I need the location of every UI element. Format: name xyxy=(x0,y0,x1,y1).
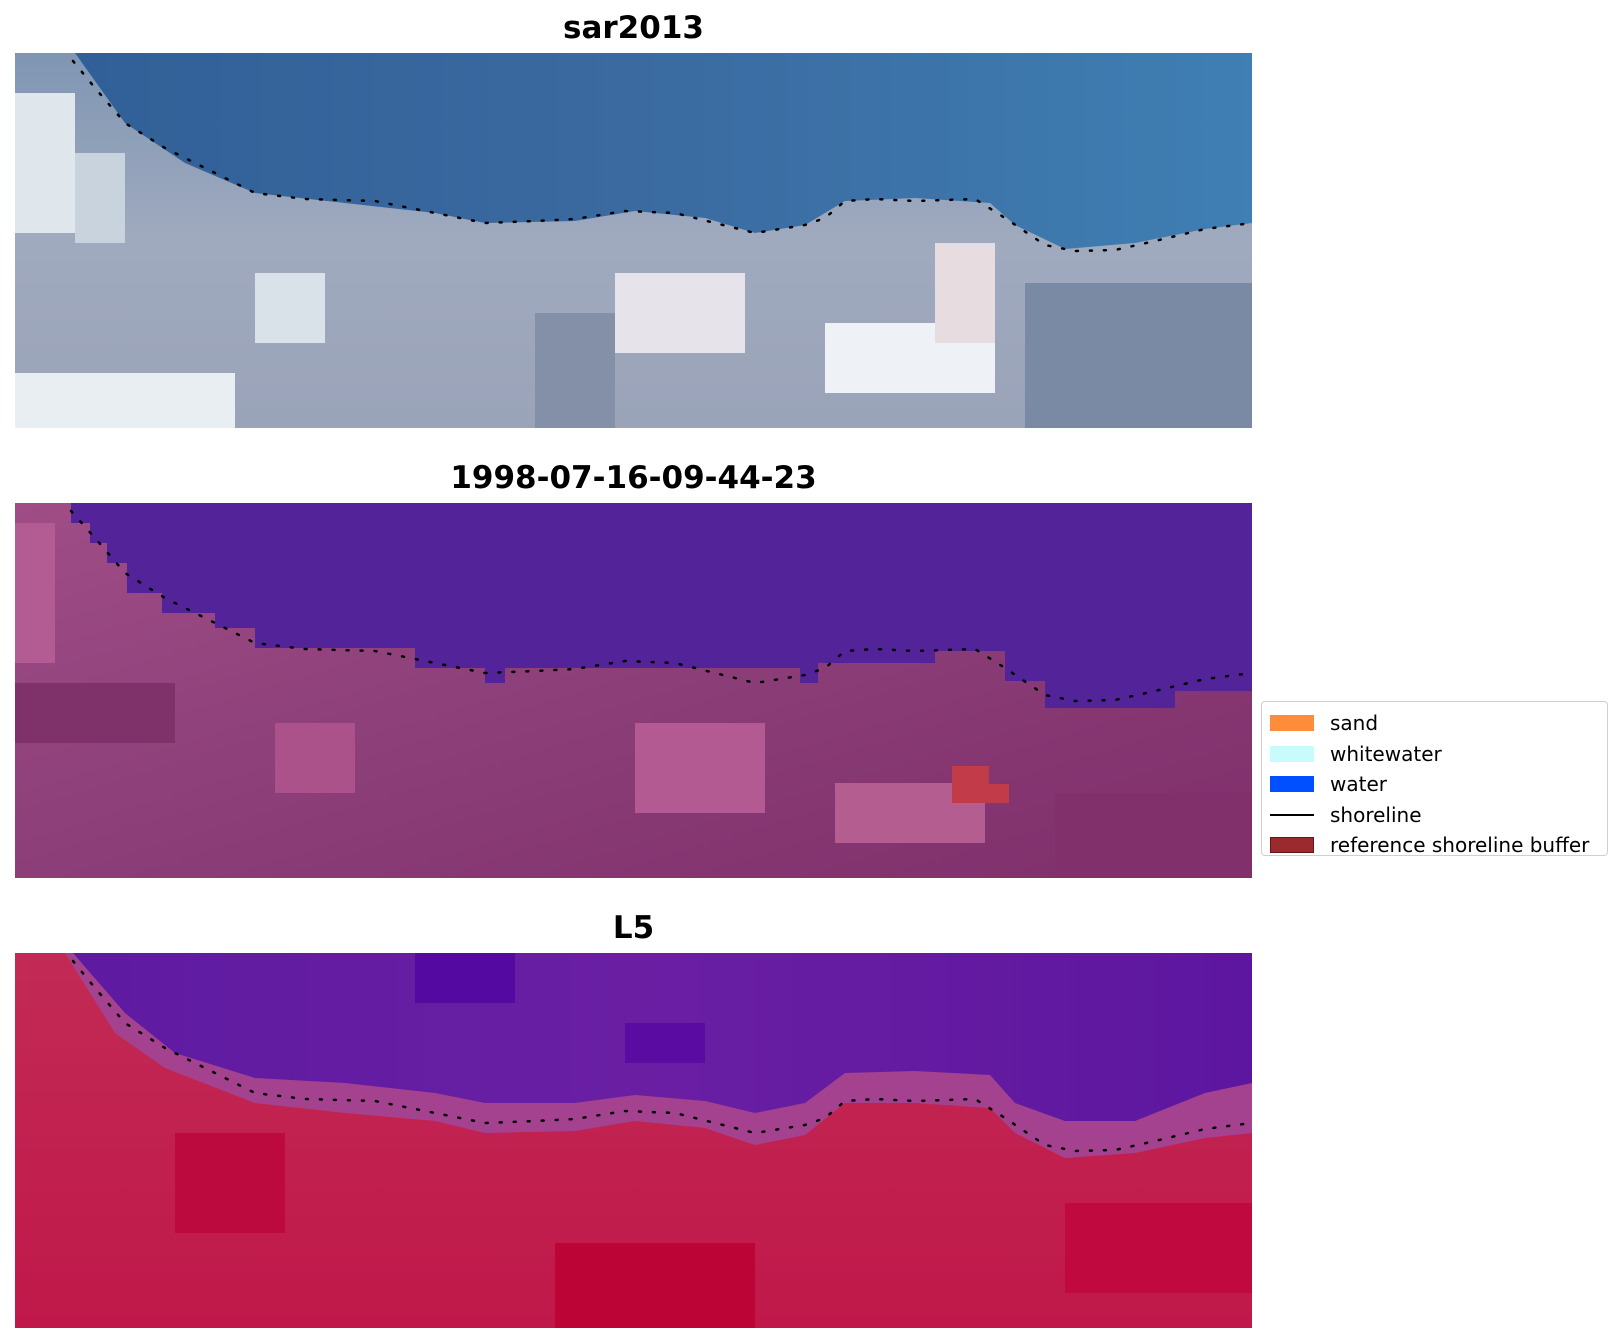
bright-patch xyxy=(15,93,75,233)
legend-entry-reference-buffer: reference shoreline buffer xyxy=(1270,830,1599,861)
bright-patch xyxy=(935,243,995,343)
bright-patch xyxy=(255,273,325,343)
bright-patch xyxy=(75,153,125,243)
legend-entry-water: water xyxy=(1270,769,1599,800)
legend-entry-whitewater: whitewater xyxy=(1270,739,1599,770)
dark-patch xyxy=(535,313,615,428)
legend-label-reference-buffer: reference shoreline buffer xyxy=(1330,833,1590,858)
bright-patch xyxy=(15,373,235,428)
shoreline-line-swatch xyxy=(1270,813,1314,816)
legend-label-whitewater: whitewater xyxy=(1330,741,1442,766)
land-light-patch xyxy=(275,723,355,793)
panel-title-date: 1998-07-16-09-44-23 xyxy=(450,460,817,496)
deep-red-patch xyxy=(175,1133,285,1233)
rgb-image-panel xyxy=(15,53,1252,428)
index-image-panel xyxy=(15,953,1252,1328)
land-light-patch xyxy=(635,723,765,813)
sand-swatch xyxy=(1270,715,1314,732)
land-area xyxy=(15,953,1252,1328)
panel-title-sar2013: sar2013 xyxy=(563,10,704,46)
legend-label-water: water xyxy=(1330,772,1387,797)
deep-water-patch xyxy=(625,1023,705,1063)
legend-entry-sand: sand xyxy=(1270,708,1599,739)
deep-water-patch xyxy=(415,953,515,1003)
land-dark-patch xyxy=(1055,793,1252,878)
classified-image-panel xyxy=(15,503,1252,878)
bright-patch xyxy=(615,273,745,353)
legend-label-shoreline: shoreline xyxy=(1330,802,1422,827)
land-light-patch xyxy=(15,523,55,663)
reference-buffer-swatch xyxy=(1270,837,1314,854)
water-swatch xyxy=(1270,776,1314,793)
panel-title-l5: L5 xyxy=(612,910,655,946)
dark-patch xyxy=(1025,283,1252,428)
deep-red-patch xyxy=(1065,1203,1252,1293)
land-dark-patch xyxy=(15,683,175,743)
reference-buffer-patch xyxy=(952,766,1009,803)
whitewater-swatch xyxy=(1270,745,1314,762)
legend-label-sand: sand xyxy=(1330,711,1379,736)
legend: sand whitewater water shoreline referenc… xyxy=(1261,701,1608,857)
legend-entry-shoreline: shoreline xyxy=(1270,800,1599,831)
deep-red-patch xyxy=(555,1243,755,1328)
